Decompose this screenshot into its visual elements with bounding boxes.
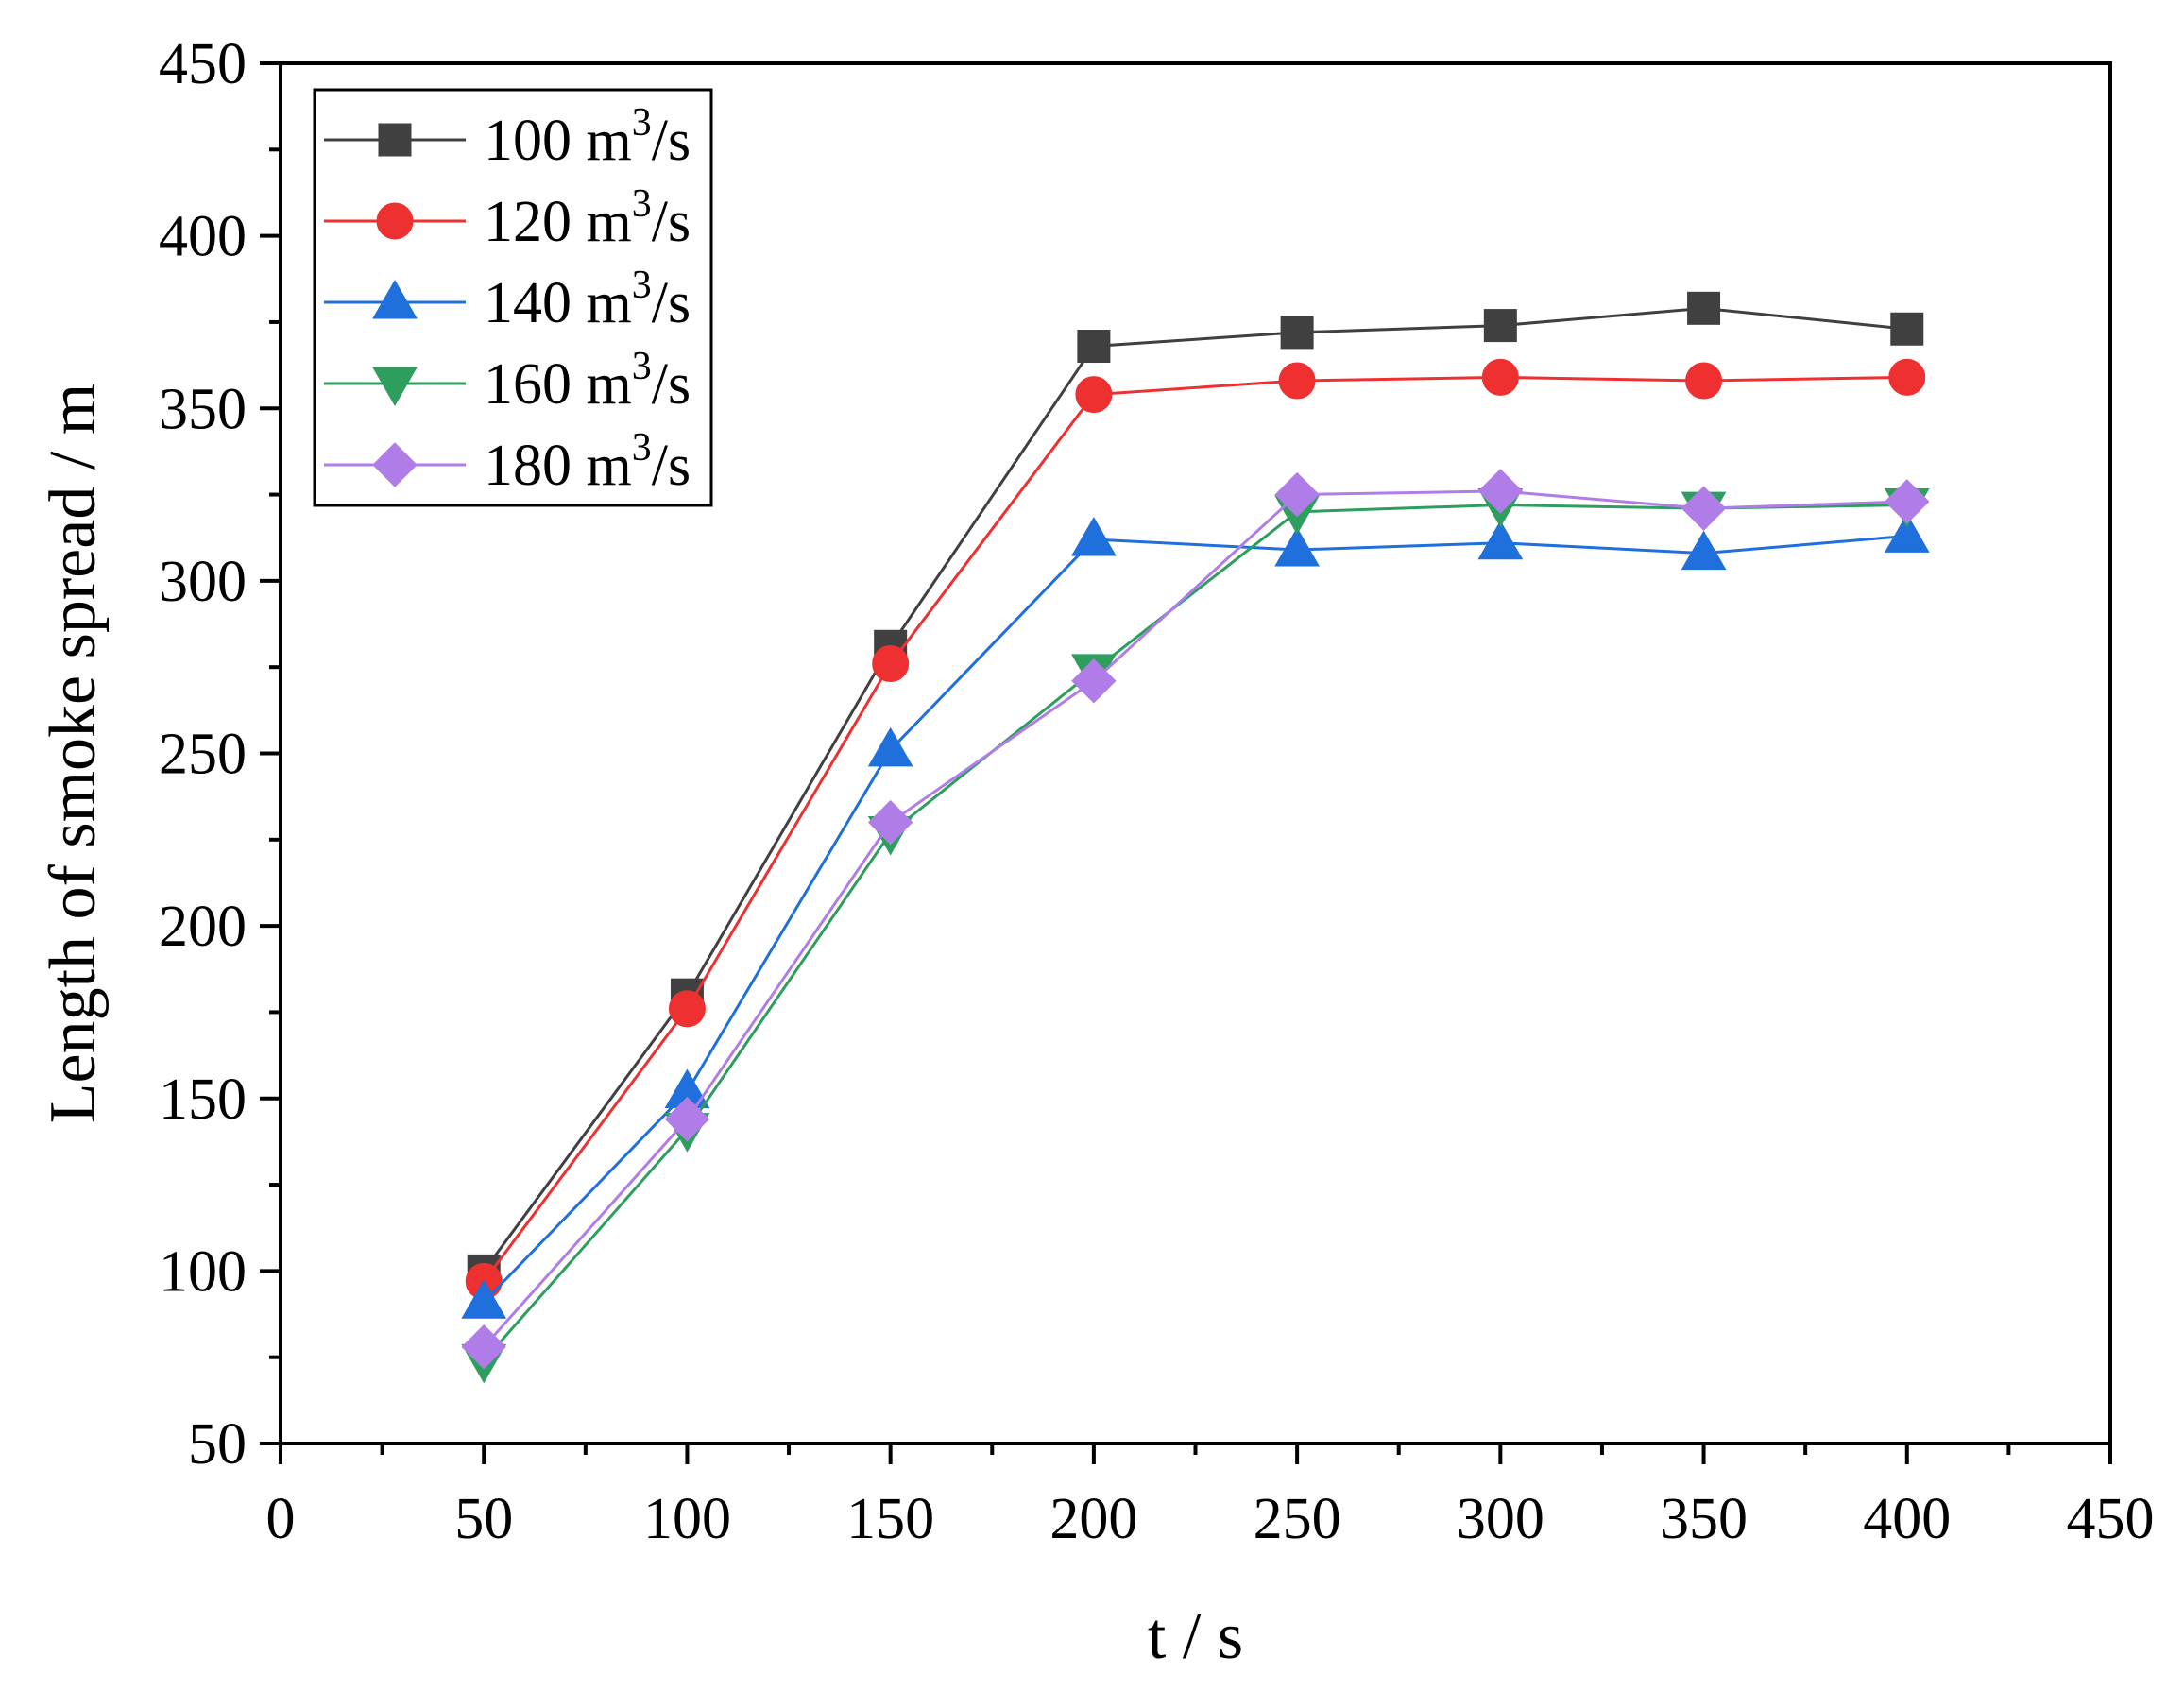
data-point bbox=[461, 1324, 506, 1370]
series-line bbox=[483, 306, 1907, 1273]
data-point bbox=[1481, 358, 1519, 396]
legend-marker bbox=[372, 367, 418, 407]
x-tick-label: 0 bbox=[266, 1487, 296, 1551]
data-point bbox=[1483, 309, 1517, 343]
y-tick-label: 100 bbox=[159, 1239, 247, 1304]
legend-label: 180 m3/s bbox=[484, 426, 691, 498]
legend-marker bbox=[372, 442, 418, 487]
series-line bbox=[483, 375, 1907, 1283]
y-tick-label: 250 bbox=[159, 723, 247, 787]
data-point bbox=[1274, 526, 1320, 567]
data-point bbox=[1890, 312, 1924, 346]
series-120 bbox=[465, 358, 1926, 1300]
data-point bbox=[1278, 362, 1316, 400]
data-point bbox=[1681, 486, 1727, 531]
x-tick-label: 450 bbox=[2067, 1487, 2155, 1551]
x-tick-label: 250 bbox=[1254, 1487, 1341, 1551]
x-tick-label: 350 bbox=[1660, 1487, 1748, 1551]
legend-marker bbox=[372, 279, 418, 319]
data-point bbox=[1477, 520, 1524, 560]
data-point bbox=[1075, 376, 1113, 414]
x-tick-label: 200 bbox=[1049, 1487, 1137, 1551]
data-point bbox=[1884, 513, 1930, 553]
data-point bbox=[1274, 471, 1320, 518]
data-point bbox=[1280, 316, 1314, 350]
data-point bbox=[1077, 330, 1111, 364]
legend: 100 m3/s 120 m3/s 140 m3/s 160 m3/s 180 m3/s bbox=[313, 88, 713, 507]
data-point bbox=[1885, 479, 1930, 524]
data-point bbox=[668, 990, 706, 1028]
x-axis-title: t / s bbox=[1148, 1600, 1243, 1673]
x-tick-label: 150 bbox=[846, 1487, 934, 1551]
data-point bbox=[1888, 358, 1926, 396]
x-tick-label: 50 bbox=[454, 1487, 513, 1551]
legend-label: 120 m3/s bbox=[484, 182, 691, 254]
legend-item: 180 m3/s bbox=[324, 426, 691, 498]
series-140 bbox=[461, 513, 1930, 1319]
y-tick-label: 450 bbox=[159, 32, 247, 96]
legend-label: 160 m3/s bbox=[484, 345, 691, 417]
y-tick-label: 300 bbox=[159, 550, 247, 614]
data-point bbox=[872, 645, 910, 683]
data-point bbox=[1681, 530, 1727, 571]
data-point bbox=[1071, 517, 1117, 556]
legend-label: 140 m3/s bbox=[484, 264, 691, 335]
series-line bbox=[483, 534, 1907, 1304]
legend-marker bbox=[378, 123, 412, 157]
legend-item: 160 m3/s bbox=[324, 345, 691, 417]
x-tick-label: 100 bbox=[643, 1487, 731, 1551]
data-point bbox=[664, 1096, 710, 1142]
legend-item: 120 m3/s bbox=[324, 182, 691, 254]
y-tick-label: 150 bbox=[159, 1068, 247, 1132]
data-point bbox=[1685, 362, 1723, 400]
data-point bbox=[867, 799, 913, 846]
data-point bbox=[461, 1279, 507, 1319]
x-tick-label: 400 bbox=[1863, 1487, 1951, 1551]
data-point bbox=[1071, 658, 1117, 704]
y-tick-label: 350 bbox=[159, 377, 247, 441]
series-line bbox=[483, 504, 1907, 1362]
data-point bbox=[867, 726, 913, 767]
y-tick-label: 200 bbox=[159, 895, 247, 959]
legend-box bbox=[313, 88, 713, 507]
legend-item: 100 m3/s bbox=[324, 101, 691, 173]
y-tick-label: 400 bbox=[159, 205, 247, 269]
data-point bbox=[1687, 291, 1721, 325]
legend-label: 100 m3/s bbox=[484, 101, 691, 173]
series-line bbox=[483, 489, 1907, 1348]
legend-marker bbox=[376, 202, 414, 240]
y-tick-label: 50 bbox=[188, 1412, 247, 1477]
data-point bbox=[1477, 469, 1524, 514]
x-tick-label: 300 bbox=[1457, 1487, 1544, 1551]
series-180 bbox=[461, 469, 1930, 1370]
y-axis-title: Length of smoke spread / m bbox=[37, 384, 110, 1123]
series-layer bbox=[461, 291, 1930, 1384]
ticks-layer: 0 50 100 150 200 250 300 350 400 450 50 100 150 200 25… bbox=[159, 32, 2155, 1551]
legend-item: 140 m3/s bbox=[324, 264, 691, 335]
